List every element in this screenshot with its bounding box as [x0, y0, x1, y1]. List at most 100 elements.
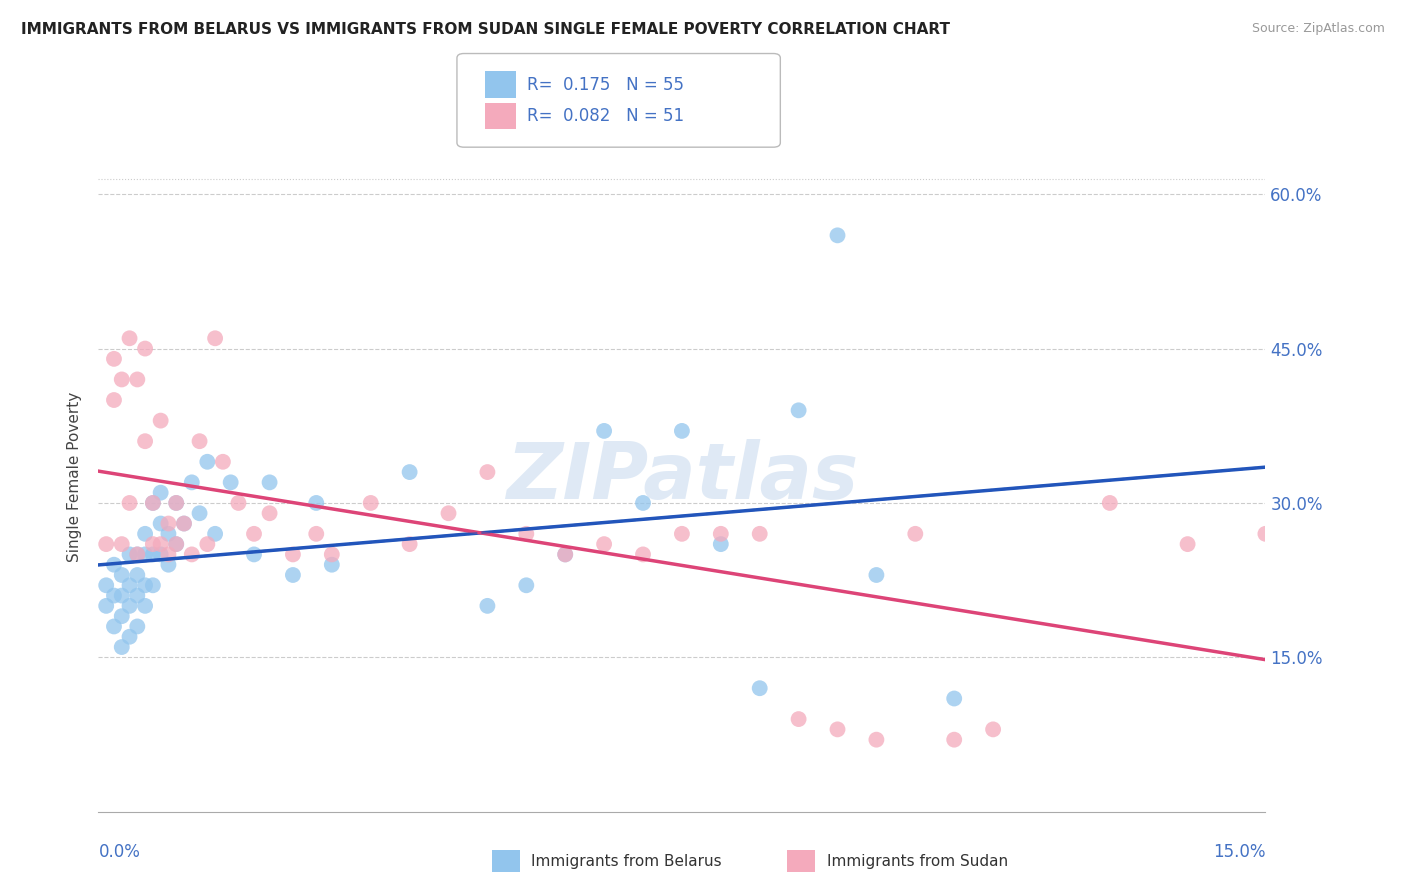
Point: [165, 496, 187, 510]
Point: [398, 465, 420, 479]
Point: [204, 331, 226, 345]
Point: [142, 496, 165, 510]
Point: [204, 526, 226, 541]
Point: [671, 424, 693, 438]
Point: [943, 732, 966, 747]
Text: ZIPatlas: ZIPatlas: [506, 439, 858, 516]
Point: [710, 537, 733, 551]
Point: [671, 526, 693, 541]
Point: [360, 496, 382, 510]
Point: [554, 548, 576, 562]
Point: [180, 548, 202, 562]
Point: [305, 496, 328, 510]
Point: [748, 681, 770, 696]
Point: [134, 548, 156, 562]
Text: R=  0.082   N = 51: R= 0.082 N = 51: [527, 107, 685, 125]
Point: [142, 548, 165, 562]
Point: [1254, 526, 1277, 541]
Point: [118, 331, 141, 345]
Point: [165, 537, 187, 551]
Point: [103, 351, 125, 366]
Point: [398, 537, 420, 551]
Point: [195, 455, 218, 469]
Point: [228, 496, 250, 510]
Point: [103, 589, 125, 603]
Point: [111, 609, 134, 624]
Text: R=  0.175   N = 55: R= 0.175 N = 55: [527, 76, 685, 94]
Text: Source: ZipAtlas.com: Source: ZipAtlas.com: [1251, 22, 1385, 36]
Point: [96, 599, 118, 613]
Point: [593, 424, 616, 438]
Text: Immigrants from Sudan: Immigrants from Sudan: [827, 854, 1008, 869]
Point: [157, 516, 180, 531]
Point: [865, 568, 887, 582]
Point: [981, 723, 1004, 737]
Y-axis label: Single Female Poverty: Single Female Poverty: [67, 392, 83, 562]
Point: [515, 526, 537, 541]
Point: [127, 589, 149, 603]
Point: [787, 712, 810, 726]
Point: [127, 548, 149, 562]
Point: [259, 475, 281, 490]
Point: [515, 578, 537, 592]
Point: [243, 548, 266, 562]
Point: [593, 537, 616, 551]
Text: Immigrants from Belarus: Immigrants from Belarus: [531, 854, 723, 869]
Point: [134, 434, 156, 449]
Point: [188, 506, 211, 520]
Point: [134, 342, 156, 356]
Point: [111, 640, 134, 654]
Point: [259, 506, 281, 520]
Point: [127, 568, 149, 582]
Point: [96, 537, 118, 551]
Text: IMMIGRANTS FROM BELARUS VS IMMIGRANTS FROM SUDAN SINGLE FEMALE POVERTY CORRELATI: IMMIGRANTS FROM BELARUS VS IMMIGRANTS FR…: [21, 22, 950, 37]
Point: [127, 548, 149, 562]
Point: [118, 578, 141, 592]
Point: [1177, 537, 1199, 551]
Point: [127, 372, 149, 386]
Point: [212, 455, 235, 469]
Point: [321, 548, 343, 562]
Point: [149, 548, 172, 562]
Point: [554, 548, 576, 562]
Point: [827, 723, 849, 737]
Point: [437, 506, 460, 520]
Point: [165, 496, 187, 510]
Point: [157, 548, 180, 562]
Point: [134, 599, 156, 613]
Point: [111, 372, 134, 386]
Point: [134, 526, 156, 541]
Point: [281, 548, 304, 562]
Point: [111, 589, 134, 603]
Point: [103, 392, 125, 407]
Point: [477, 465, 499, 479]
Point: [180, 475, 202, 490]
Point: [118, 599, 141, 613]
Point: [118, 630, 141, 644]
Point: [173, 516, 195, 531]
Point: [149, 537, 172, 551]
Point: [111, 568, 134, 582]
Point: [157, 558, 180, 572]
Point: [142, 578, 165, 592]
Point: [118, 548, 141, 562]
Point: [103, 619, 125, 633]
Point: [195, 537, 218, 551]
Point: [111, 537, 134, 551]
Point: [477, 599, 499, 613]
Point: [103, 558, 125, 572]
Point: [173, 516, 195, 531]
Point: [188, 434, 211, 449]
Point: [748, 526, 770, 541]
Point: [631, 548, 654, 562]
Point: [865, 732, 887, 747]
Point: [149, 516, 172, 531]
Point: [787, 403, 810, 417]
Point: [710, 526, 733, 541]
Point: [243, 526, 266, 541]
Point: [827, 228, 849, 243]
Text: 0.0%: 0.0%: [98, 843, 141, 861]
Point: [943, 691, 966, 706]
Point: [134, 578, 156, 592]
Point: [165, 537, 187, 551]
